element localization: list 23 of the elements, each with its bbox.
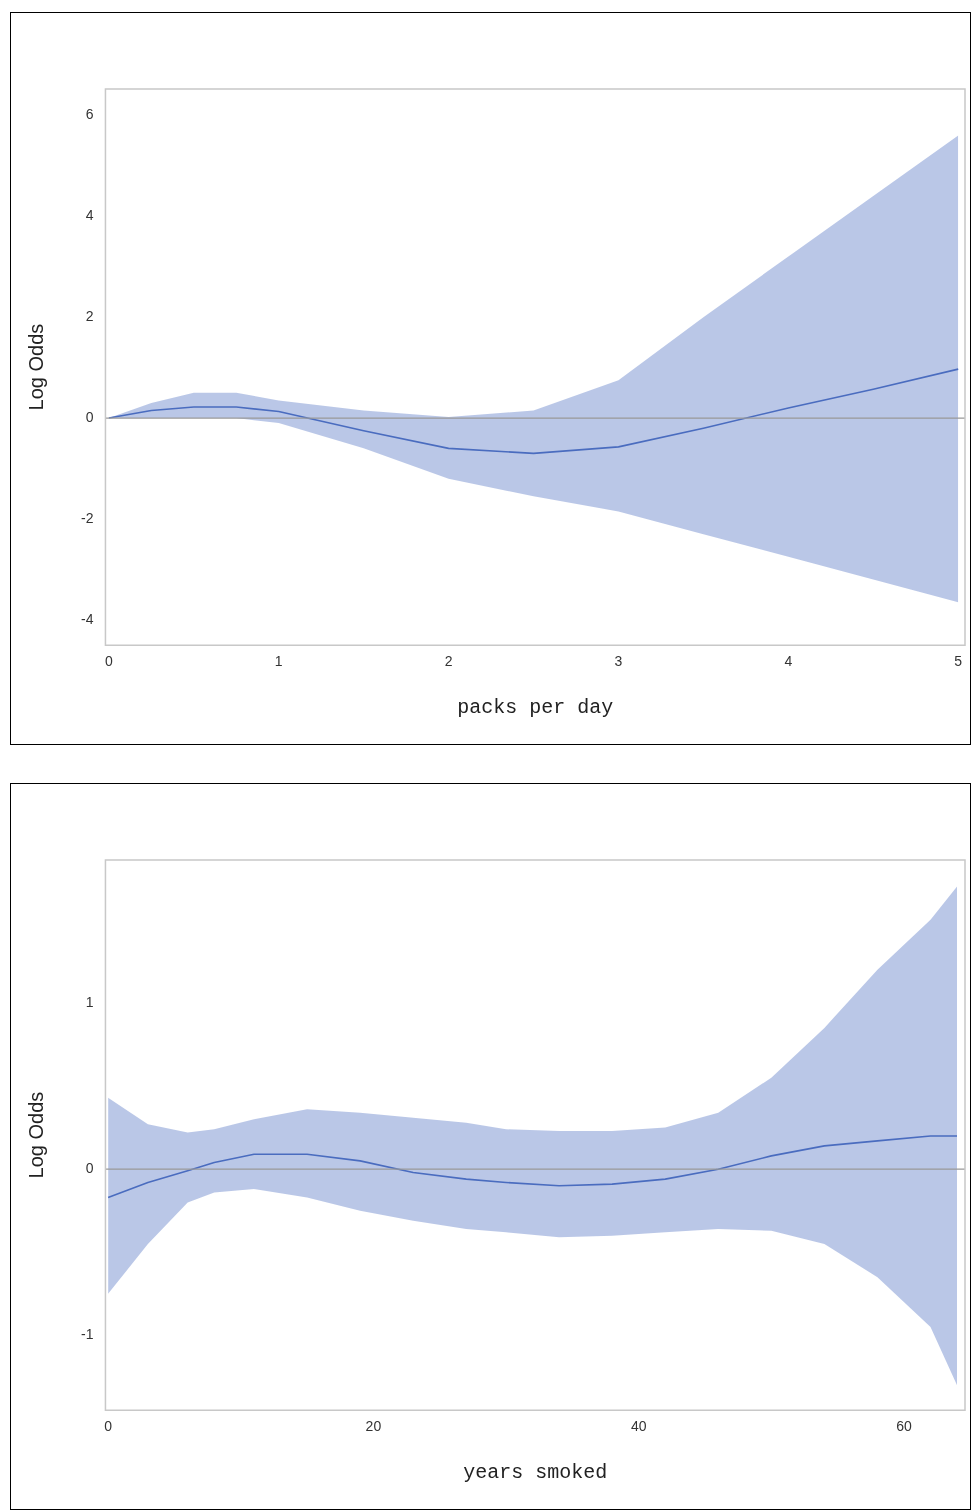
y-tick-label: -2 [81,509,94,526]
y-tick-label: 4 [85,207,94,224]
x-tick-label: 2 [444,653,453,670]
x-tick-label: 1 [274,653,283,670]
y-axis-title: Log Odds [24,1091,47,1179]
y-tick-label: 0 [85,408,94,425]
x-axis-title: packs per day [457,696,614,720]
x-tick-label: 20 [365,1418,382,1435]
y-tick-label: 1 [85,993,94,1010]
y-axis-title: Log Odds [24,323,47,411]
y-tick-label: 6 [85,106,94,123]
x-tick-label: 0 [104,653,113,670]
x-tick-label: 40 [630,1418,647,1435]
y-tick-label: -4 [81,610,94,627]
y-tick-label: 2 [85,307,94,324]
x-axis-title: years smoked [463,1461,608,1485]
y-tick-label: 0 [85,1160,94,1177]
x-tick-label: 0 [104,1418,113,1435]
x-tick-label: 3 [614,653,623,670]
y-tick-label: -1 [81,1326,94,1343]
x-tick-label: 60 [896,1418,912,1435]
x-tick-label: 4 [784,653,793,670]
x-tick-label: 5 [954,653,963,670]
